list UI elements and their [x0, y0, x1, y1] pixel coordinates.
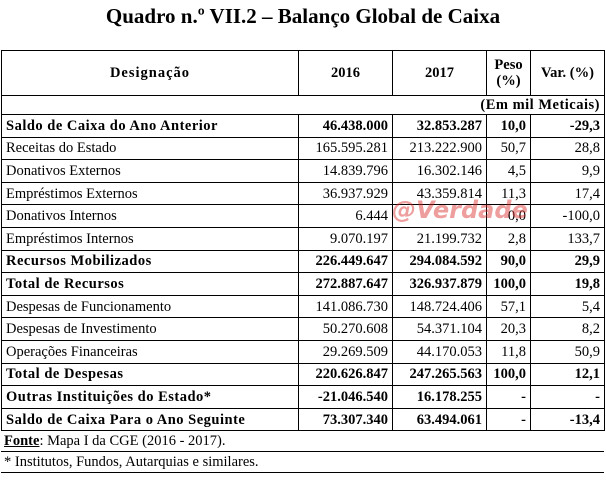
cell: 57,1 — [486, 294, 531, 319]
cell: 29,9 — [530, 249, 605, 274]
cell: 14.839.796 — [298, 159, 393, 183]
header-cell: Designação — [1, 50, 299, 96]
table-row: Receitas do Estado 165.595.281 213.222.900… — [1, 136, 605, 161]
cell: 6.444 — [298, 204, 393, 228]
cell: 16.178.255 — [392, 385, 487, 409]
cell: 73.307.340 — [298, 407, 393, 432]
cell: 226.449.647 — [298, 249, 393, 274]
row-label: Empréstimos Internos — [1, 226, 299, 251]
table-row: Outras Instituições do Estado* -21.046.54… — [1, 385, 605, 409]
table-row: Saldo de Caixa Para o Ano Seguinte 73.307… — [1, 407, 605, 432]
cell: -13,4 — [530, 407, 605, 432]
table-row: Recursos Mobilizados 226.449.647 294.084.5… — [1, 249, 605, 274]
table-row: Despesas de Investimento 50.270.608 54.371… — [1, 317, 605, 341]
cell: -29,3 — [530, 114, 605, 138]
cell: 220.626.847 — [298, 362, 393, 387]
row-label: Empréstimos Externos — [1, 181, 299, 206]
cell: 213.222.900 — [392, 136, 487, 161]
cell: 20,3 — [486, 317, 531, 341]
cell: 17,4 — [530, 181, 605, 206]
cell: 50,7 — [486, 136, 531, 161]
table-row: Total de Despesas 220.626.847 247.265.563 1… — [1, 362, 605, 387]
cell: 100,0 — [486, 362, 531, 387]
table-row: Donativos Internos 6.444 0,0 -100,0 — [1, 204, 605, 228]
unit-note: (Em mil Meticais) — [1, 95, 605, 115]
cell: 12,1 — [530, 362, 605, 387]
cell: -21.046.540 — [298, 385, 393, 409]
cell: 28,8 — [530, 136, 605, 161]
cell: 8,2 — [530, 317, 605, 341]
cell: 11,8 — [486, 339, 531, 364]
unit-row: (Em mil Meticais) — [1, 95, 605, 115]
row-label: Recursos Mobilizados — [1, 249, 299, 274]
row-label: Saldo de Caixa do Ano Anterior — [1, 114, 299, 138]
cell: - — [486, 407, 531, 432]
cell: 54.371.104 — [392, 317, 487, 341]
source: Fonte: Mapa I da CGE (2016 - 2017). — [1, 431, 604, 453]
cell: - — [530, 385, 605, 409]
watermark: @Verdade — [392, 196, 528, 224]
cell: 21.199.732 — [392, 226, 487, 251]
cell: 90,0 — [486, 249, 531, 274]
cell: 272.887.647 — [298, 272, 393, 296]
header-cell: 2017 — [392, 50, 487, 96]
row-label: Saldo de Caixa Para o Ano Seguinte — [1, 407, 299, 432]
cell: 10,0 — [486, 114, 531, 138]
row-label: Outras Instituições do Estado* — [1, 385, 299, 409]
cell: 148.724.406 — [392, 294, 487, 319]
cell: 46.438.000 — [298, 114, 393, 138]
source-label: Fonte — [4, 433, 40, 450]
row-label: Receitas do Estado — [1, 136, 299, 161]
row-label: Despesas de Investimento — [1, 317, 299, 341]
cell: 29.269.509 — [298, 339, 393, 364]
row-label: Donativos Internos — [1, 204, 299, 228]
header-row: Designação 2016 2017 Peso (%) Var. (%) — [1, 50, 605, 96]
table-row: Total de Recursos 272.887.647 326.937.879 1… — [1, 272, 605, 296]
cell: 44.170.053 — [392, 339, 487, 364]
table-row: Empréstimos Internos 9.070.197 21.199.732 2… — [1, 226, 605, 251]
cell: 165.595.281 — [298, 136, 393, 161]
table-row: Donativos Externos 14.839.796 16.302.146 4,… — [1, 159, 605, 183]
cell: 50.270.608 — [298, 317, 393, 341]
cell: 63.494.061 — [392, 407, 487, 432]
header-cell: Var. (%) — [530, 50, 605, 96]
table-container: (Em mil Meticais) Designação 2016 2017 Peso… — [1, 50, 605, 474]
cell: 9,9 — [530, 159, 605, 183]
row-label: Donativos Externos — [1, 159, 299, 183]
cell: 133,7 — [530, 226, 605, 251]
table-row: Empréstimos Externos 36.937.929 43.359.814… — [1, 181, 605, 206]
cell: 247.265.563 — [392, 362, 487, 387]
cell: 294.084.592 — [392, 249, 487, 274]
header-cell: 2016 — [298, 50, 393, 96]
cell: -100,0 — [530, 204, 605, 228]
cell: 50,9 — [530, 339, 605, 364]
title: Quadro n.º VII.2 – Balanço Global de Cai… — [105, 4, 501, 28]
row-label: Despesas de Funcionamento — [1, 294, 299, 319]
footnote: * Institutos, Fundos, Autarquias e simil… — [1, 452, 604, 474]
table: (Em mil Meticais) Designação 2016 2017 Peso… — [1, 50, 605, 432]
header-cell: Peso (%) — [486, 50, 531, 96]
cell: 36.937.929 — [298, 181, 393, 206]
cell: 2,8 — [486, 226, 531, 251]
row-label: Total de Recursos — [1, 272, 299, 296]
cell: 9.070.197 — [298, 226, 393, 251]
cell: - — [486, 385, 531, 409]
row-label: Operações Financeiras — [1, 339, 299, 364]
table-row: Operações Financeiras 29.269.509 44.170.05… — [1, 339, 605, 364]
cell: 32.853.287 — [392, 114, 487, 138]
table-row: Despesas de Funcionamento 141.086.730 148.… — [1, 294, 605, 319]
cell: 4,5 — [486, 159, 531, 183]
cell: 5,4 — [530, 294, 605, 319]
row-label: Total de Despesas — [1, 362, 299, 387]
cell: 19,8 — [530, 272, 605, 296]
table-row: Saldo de Caixa do Ano Anterior 46.438.000… — [1, 114, 605, 138]
cell: 16.302.146 — [392, 159, 487, 183]
cell: 326.937.879 — [392, 272, 487, 296]
cell: 100,0 — [486, 272, 531, 296]
cell: 141.086.730 — [298, 294, 393, 319]
source-text: : Mapa I da CGE (2016 - 2017). — [39, 433, 226, 450]
